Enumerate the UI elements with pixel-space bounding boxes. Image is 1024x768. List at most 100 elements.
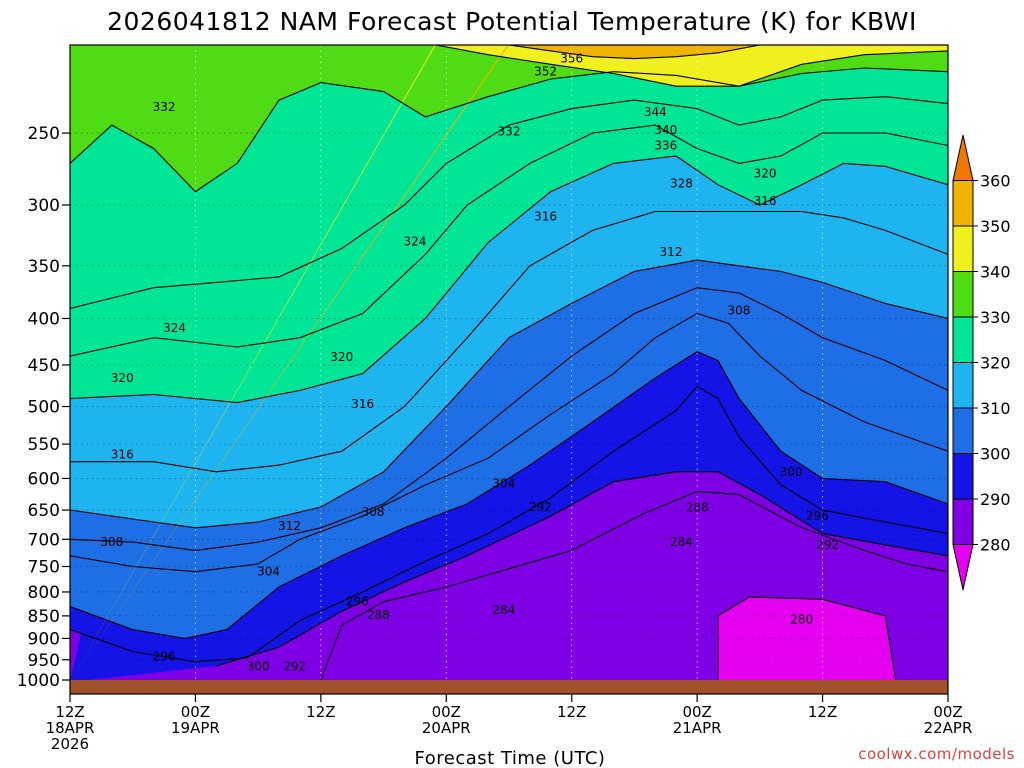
contour-label-332: 332 [498, 124, 521, 138]
contour-label-324: 324 [403, 234, 426, 248]
contour-line-316 [70, 210, 948, 473]
fill-theta-328 [70, 45, 948, 309]
contour-line-332 [70, 67, 948, 193]
colorbar-swatch-280 [952, 498, 974, 545]
contour-label-296: 296 [806, 509, 829, 523]
contour-label-312: 312 [660, 245, 683, 259]
colorbar-label: 310 [980, 399, 1011, 418]
contour-label-292: 292 [529, 500, 552, 514]
contour-line-280 [717, 596, 897, 680]
x-tick-label: 00Z [682, 703, 711, 721]
y-tick-label: 750 [28, 557, 60, 577]
contour-label-296: 296 [153, 649, 176, 663]
x-tick-label: 20APR [422, 719, 471, 737]
colorbar-label: 340 [980, 263, 1011, 282]
contour-label-284: 284 [492, 603, 515, 617]
colorbar-swatch-290 [952, 453, 974, 500]
y-tick-label: 350 [28, 257, 60, 277]
contour-line-328 [70, 96, 948, 310]
x-tick-label: 21APR [673, 719, 722, 737]
contour-label-316: 316 [111, 448, 134, 462]
contour-label-288: 288 [686, 501, 709, 515]
contour-label-316: 316 [351, 397, 374, 411]
y-tick-label: 850 [28, 607, 60, 627]
y-tick-label: 700 [28, 530, 60, 550]
contour-line-320 [70, 155, 948, 404]
colorbar: 280 290 300 310 320 330 340 350 360 [952, 134, 1011, 591]
contour-label-292: 292 [816, 538, 839, 552]
x-tick-label: 2026 [51, 735, 89, 753]
x-tick-label: 12Z [808, 703, 837, 721]
theta-fill-layer [70, 45, 948, 680]
colorbar-label: 330 [980, 308, 1011, 327]
x-tick-label: 18APR [46, 719, 95, 737]
colorbar-swatch-330 [952, 271, 974, 318]
contour-label-352: 352 [534, 65, 557, 79]
contour-line-296 [70, 385, 948, 663]
colorbar-label: 350 [980, 217, 1011, 236]
contour-label-300: 300 [780, 465, 803, 479]
grid [70, 45, 948, 680]
contour-line-324 [70, 124, 948, 357]
contour-label-296: 296 [346, 595, 369, 609]
x-tick-label: 22APR [924, 719, 973, 737]
contour-line-340 [435, 45, 948, 87]
x-tick-label: 00Z [933, 703, 962, 721]
y-tick-label: 500 [28, 398, 60, 418]
contour-label-320: 320 [754, 167, 777, 181]
y-tick-label: 450 [28, 356, 60, 376]
contour-label-324: 324 [163, 321, 186, 335]
colorbar-label: 360 [980, 172, 1011, 191]
colorbar-swatch-340 [952, 225, 974, 272]
contour-label-308: 308 [362, 505, 385, 519]
contour-label-340: 340 [654, 123, 677, 137]
contour-label-316: 316 [754, 194, 777, 208]
contour-line-308 [70, 287, 948, 551]
contour-line-288 [320, 490, 948, 680]
plot-frame [69, 44, 949, 695]
x-tick-label: 12Z [557, 703, 586, 721]
contour-label-288: 288 [367, 608, 390, 622]
x-tick-label: 12Z [55, 703, 84, 721]
contour-label-316: 316 [534, 210, 557, 224]
contour-label-292: 292 [283, 659, 306, 673]
contour-label-328: 328 [670, 176, 693, 190]
y-tick-label: 900 [28, 629, 60, 649]
y-tick-label: 950 [28, 651, 60, 671]
colorbar-label: 300 [980, 445, 1011, 464]
x-tick-label: 12Z [306, 703, 335, 721]
contour-label-284: 284 [670, 535, 693, 549]
colorbar-label: 290 [980, 490, 1011, 509]
contour-line-312 [70, 259, 948, 529]
contour-label-312: 312 [278, 519, 301, 533]
x-tick-label: 00Z [181, 703, 210, 721]
contour-label-344: 344 [644, 105, 667, 119]
contour-label-308: 308 [727, 304, 750, 318]
y-tick-label: 1000 [17, 671, 60, 691]
contour-label-308: 308 [100, 535, 123, 549]
contour-line-352 [508, 45, 761, 60]
contour-label-304: 304 [492, 477, 515, 491]
credit-text: coolwx.com/models [858, 745, 1015, 763]
contour-label-300: 300 [247, 659, 270, 673]
y-axis: 2503003504004505005506006507007508008509… [17, 124, 70, 691]
colorbar-swatch-350 [952, 180, 974, 227]
colorbar-swatch-310 [952, 362, 974, 409]
contour-line-292 [216, 471, 948, 667]
y-tick-label: 300 [28, 196, 60, 216]
contour-label-320: 320 [111, 371, 134, 385]
contour-label-336: 336 [654, 138, 677, 152]
y-tick-label: 250 [28, 124, 60, 144]
contour-line-304 [70, 312, 948, 573]
colorbar-label: 280 [980, 536, 1011, 555]
contour-layer [70, 45, 948, 680]
y-tick-label: 800 [28, 583, 60, 603]
y-tick-label: 600 [28, 469, 60, 489]
x-tick-label: 00Z [432, 703, 461, 721]
y-tick-label: 400 [28, 309, 60, 329]
contour-label-304: 304 [257, 565, 280, 579]
fill-theta-280 [718, 596, 896, 680]
